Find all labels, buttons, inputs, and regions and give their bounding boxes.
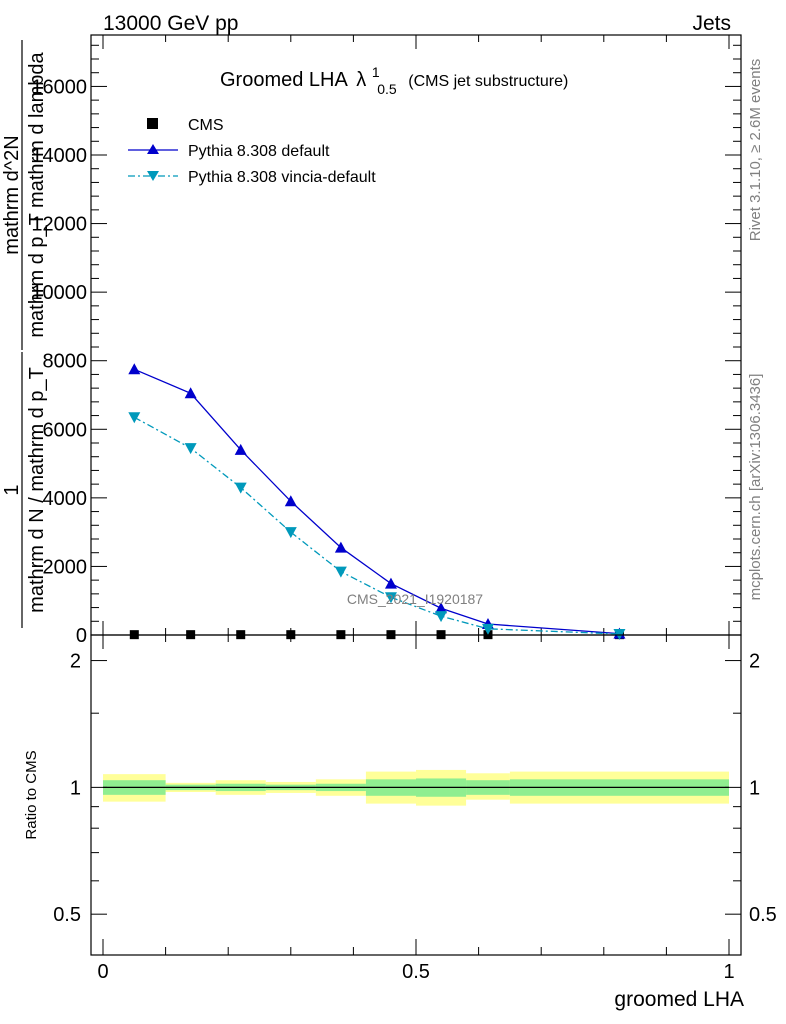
data-point-default <box>435 602 448 614</box>
x-tick-label: 1 <box>723 961 734 983</box>
data-point-vincia <box>128 412 141 424</box>
main-y-tick-label: 4000 <box>43 488 88 510</box>
title-main: Groomed LHA <box>220 69 348 91</box>
rivet-label: Rivet 3.1.10, ≥ 2.6M events <box>747 59 764 242</box>
ratio-panel: 0.5 0.51 12 2 0 0.5 1 Ratio to CMS groomed LH… <box>23 634 777 1011</box>
ratio-y-tick-label: 2 <box>70 651 81 673</box>
mcplots-label: mcplots.cern.ch [arXiv:1306.3436] <box>747 374 764 601</box>
ratio-x-ticks: 0 0.5 1 <box>97 635 735 983</box>
x-axis-label: groomed LHA <box>614 988 744 1011</box>
plot-title: Groomed LHA λ 1 0.5 (CMS jet substructur… <box>220 60 568 99</box>
data-point-default <box>128 363 141 375</box>
ylabel-numerator-2: mathrm d^2N <box>1 135 23 254</box>
main-panel: 0 2000 4000 6000 8000 10000 12000 14000 16000 Gr… <box>1 34 742 647</box>
legend-marker-vincia <box>147 171 159 181</box>
legend-marker-cms <box>147 118 158 129</box>
data-point-vincia <box>435 611 448 623</box>
main-y-axis-label: 1 mathrm d N / mathrm d p_T mathrm d^2N … <box>1 40 48 628</box>
main-y-ticks: 0 2000 4000 6000 8000 10000 12000 14000 16000 <box>31 35 741 647</box>
legend: CMS Pythia 8.308 default Pythia 8.308 vi… <box>128 117 376 186</box>
data-point-vincia <box>384 592 397 604</box>
header-left: 13000 GeV pp <box>103 12 238 35</box>
main-y-tick-label: 6000 <box>43 419 88 441</box>
ratio-y-tick-label-right: 2 <box>749 651 760 673</box>
title-sup: 1 <box>372 64 380 80</box>
x-tick-label: 0.5 <box>402 961 430 983</box>
ratio-y-tick-label-right: 1 <box>749 777 760 799</box>
ratio-y-tick-label-right: 0.5 <box>749 904 777 926</box>
main-y-tick-label: 8000 <box>43 351 88 373</box>
main-y-tick-label: 10000 <box>31 282 87 304</box>
data-point-vincia <box>481 623 494 635</box>
main-y-tick-label: 14000 <box>31 145 87 167</box>
title-sub: 0.5 <box>377 81 397 97</box>
data-point-vincia <box>334 566 347 578</box>
data-point-default <box>234 443 247 455</box>
data-point-default <box>184 387 197 399</box>
data-point-vincia <box>234 482 247 494</box>
legend-label-vincia: Pythia 8.308 vincia-default <box>188 169 376 186</box>
title-note: (CMS jet substructure) <box>408 73 568 90</box>
ratio-y-ticks: 0.5 0.5 1 1 2 2 <box>53 651 777 927</box>
ratio-y-tick-label: 1 <box>70 777 81 799</box>
data-point-default <box>284 495 297 507</box>
ylabel-denominator-1: mathrm d N / mathrm d p_T <box>26 367 48 613</box>
data-point-default <box>384 577 397 589</box>
main-y-tick-label: 12000 <box>31 214 87 236</box>
main-y-tick-label: 2000 <box>43 556 88 578</box>
data-point-vincia <box>184 443 197 455</box>
data-point-vincia <box>284 527 297 539</box>
ratio-y-tick-label: 0.5 <box>53 904 81 926</box>
legend-label-default: Pythia 8.308 default <box>188 143 330 160</box>
ratio-y-axis-label: Ratio to CMS <box>23 750 40 839</box>
data-point-default <box>334 541 347 553</box>
title-symbol: λ <box>356 69 366 91</box>
main-y-tick-label: 0 <box>76 625 87 647</box>
watermark: CMS_2021_I1920187 <box>347 591 483 607</box>
main-y-tick-label: 16000 <box>31 76 87 98</box>
ylabel-denominator-2: mathrm d p_T mathrm d lambda <box>26 51 48 337</box>
ylabel-numerator-1: 1 <box>1 484 23 495</box>
legend-marker-default <box>147 144 159 154</box>
header-right: Jets <box>692 12 731 35</box>
legend-label-cms: CMS <box>188 117 224 134</box>
x-tick-label: 0 <box>97 961 108 983</box>
